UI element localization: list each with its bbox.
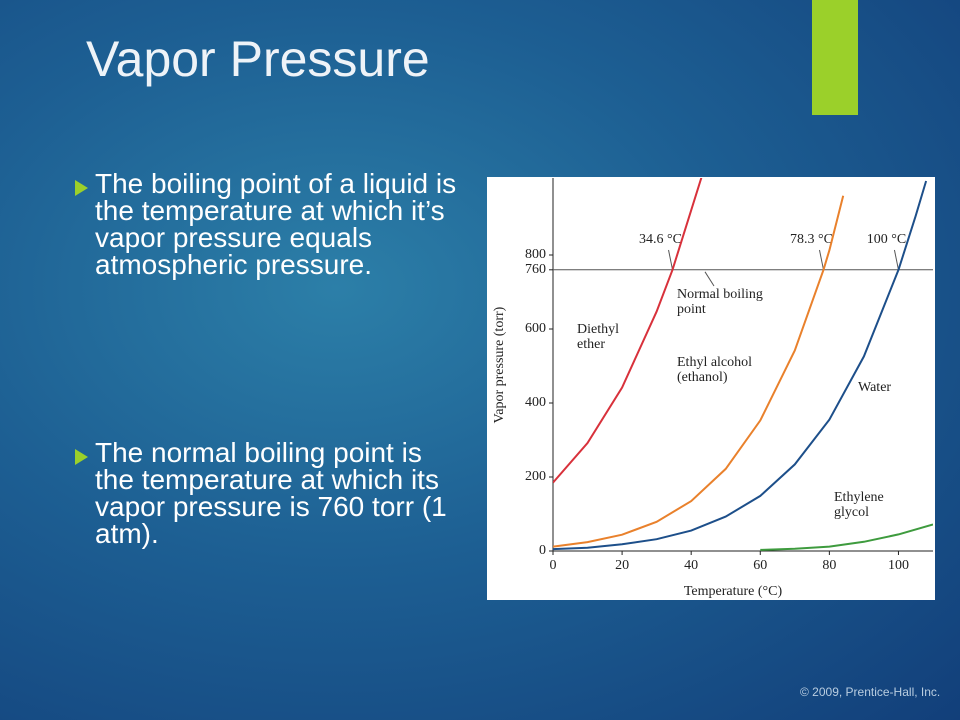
series-line (760, 523, 933, 551)
y-tick-label: 200 (525, 469, 546, 484)
reference-label: Normal boiling point (677, 287, 763, 317)
leader-line (704, 271, 715, 287)
boiling-point-label: 34.6 °C (639, 232, 682, 247)
bullet-arrow (75, 180, 88, 196)
y-tick-label: 760 (525, 262, 546, 277)
y-tick-label: 600 (525, 321, 546, 336)
y-tick-label: 0 (539, 543, 546, 558)
series-line (553, 195, 845, 548)
x-tick-label: 0 (550, 558, 557, 573)
boiling-point-leader (668, 249, 674, 270)
series-label: Ethyl alcohol (ethanol) (677, 355, 753, 385)
slide-title: Vapor Pressure (86, 31, 430, 87)
y-tick-label: 400 (525, 395, 546, 410)
bullet-text: The normal boiling point is the temperat… (95, 437, 447, 549)
x-tick-label: 100 (888, 558, 909, 573)
footer: © 2009, Prentice-Hall, Inc. (800, 685, 941, 699)
series-line (553, 178, 703, 484)
series-line (553, 180, 928, 551)
x-tick-label: 60 (753, 558, 767, 573)
series-label: Ethylene glycol (834, 490, 884, 520)
bullet-text: The boiling point of a liquid is the tem… (95, 168, 457, 280)
x-axis-label: Temperature (°C) (684, 584, 783, 599)
x-tick-label: 40 (684, 558, 698, 573)
x-tick-label: 80 (822, 558, 836, 573)
y-tick-label: 800 (525, 247, 546, 262)
series-label: Water (858, 380, 892, 395)
boiling-point-label: 100 °C (867, 232, 906, 247)
y-axis-label: Vapor pressure (torr) (492, 306, 507, 423)
x-tick-label: 20 (615, 558, 629, 573)
plot-area (553, 178, 933, 551)
bullet-arrow (75, 449, 88, 465)
boiling-point-leader (893, 249, 899, 270)
boiling-point-label: 78.3 °C (790, 232, 833, 247)
series-label: Diethyl ether (577, 322, 619, 352)
accent-bar (812, 0, 858, 115)
boiling-point-leader (819, 249, 824, 270)
chart-background (487, 177, 935, 600)
